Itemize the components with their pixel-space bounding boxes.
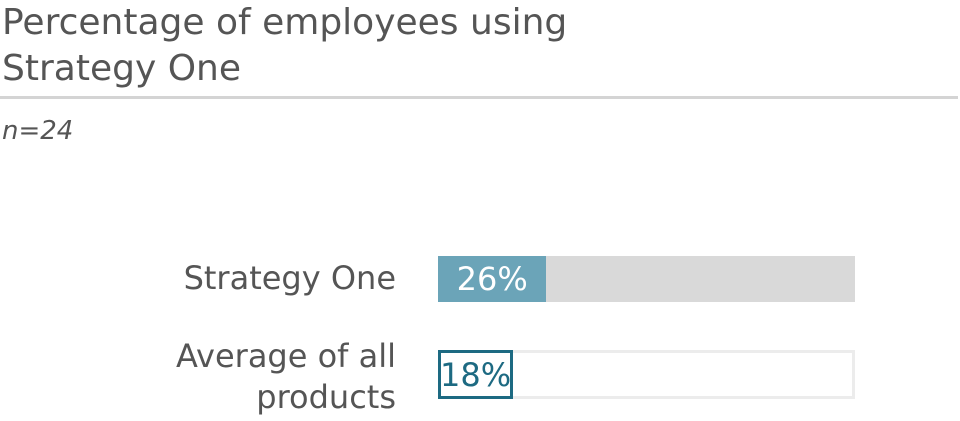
chart-subtitle: n=24 [2,116,74,146]
category-label: Average of all products [176,337,396,416]
bar: 18% [438,350,514,399]
chart-title: Percentage of employees using Strategy O… [2,2,568,89]
bar: 26% [438,256,547,302]
title-rule [0,96,958,99]
category-label: Strategy One [183,259,396,297]
